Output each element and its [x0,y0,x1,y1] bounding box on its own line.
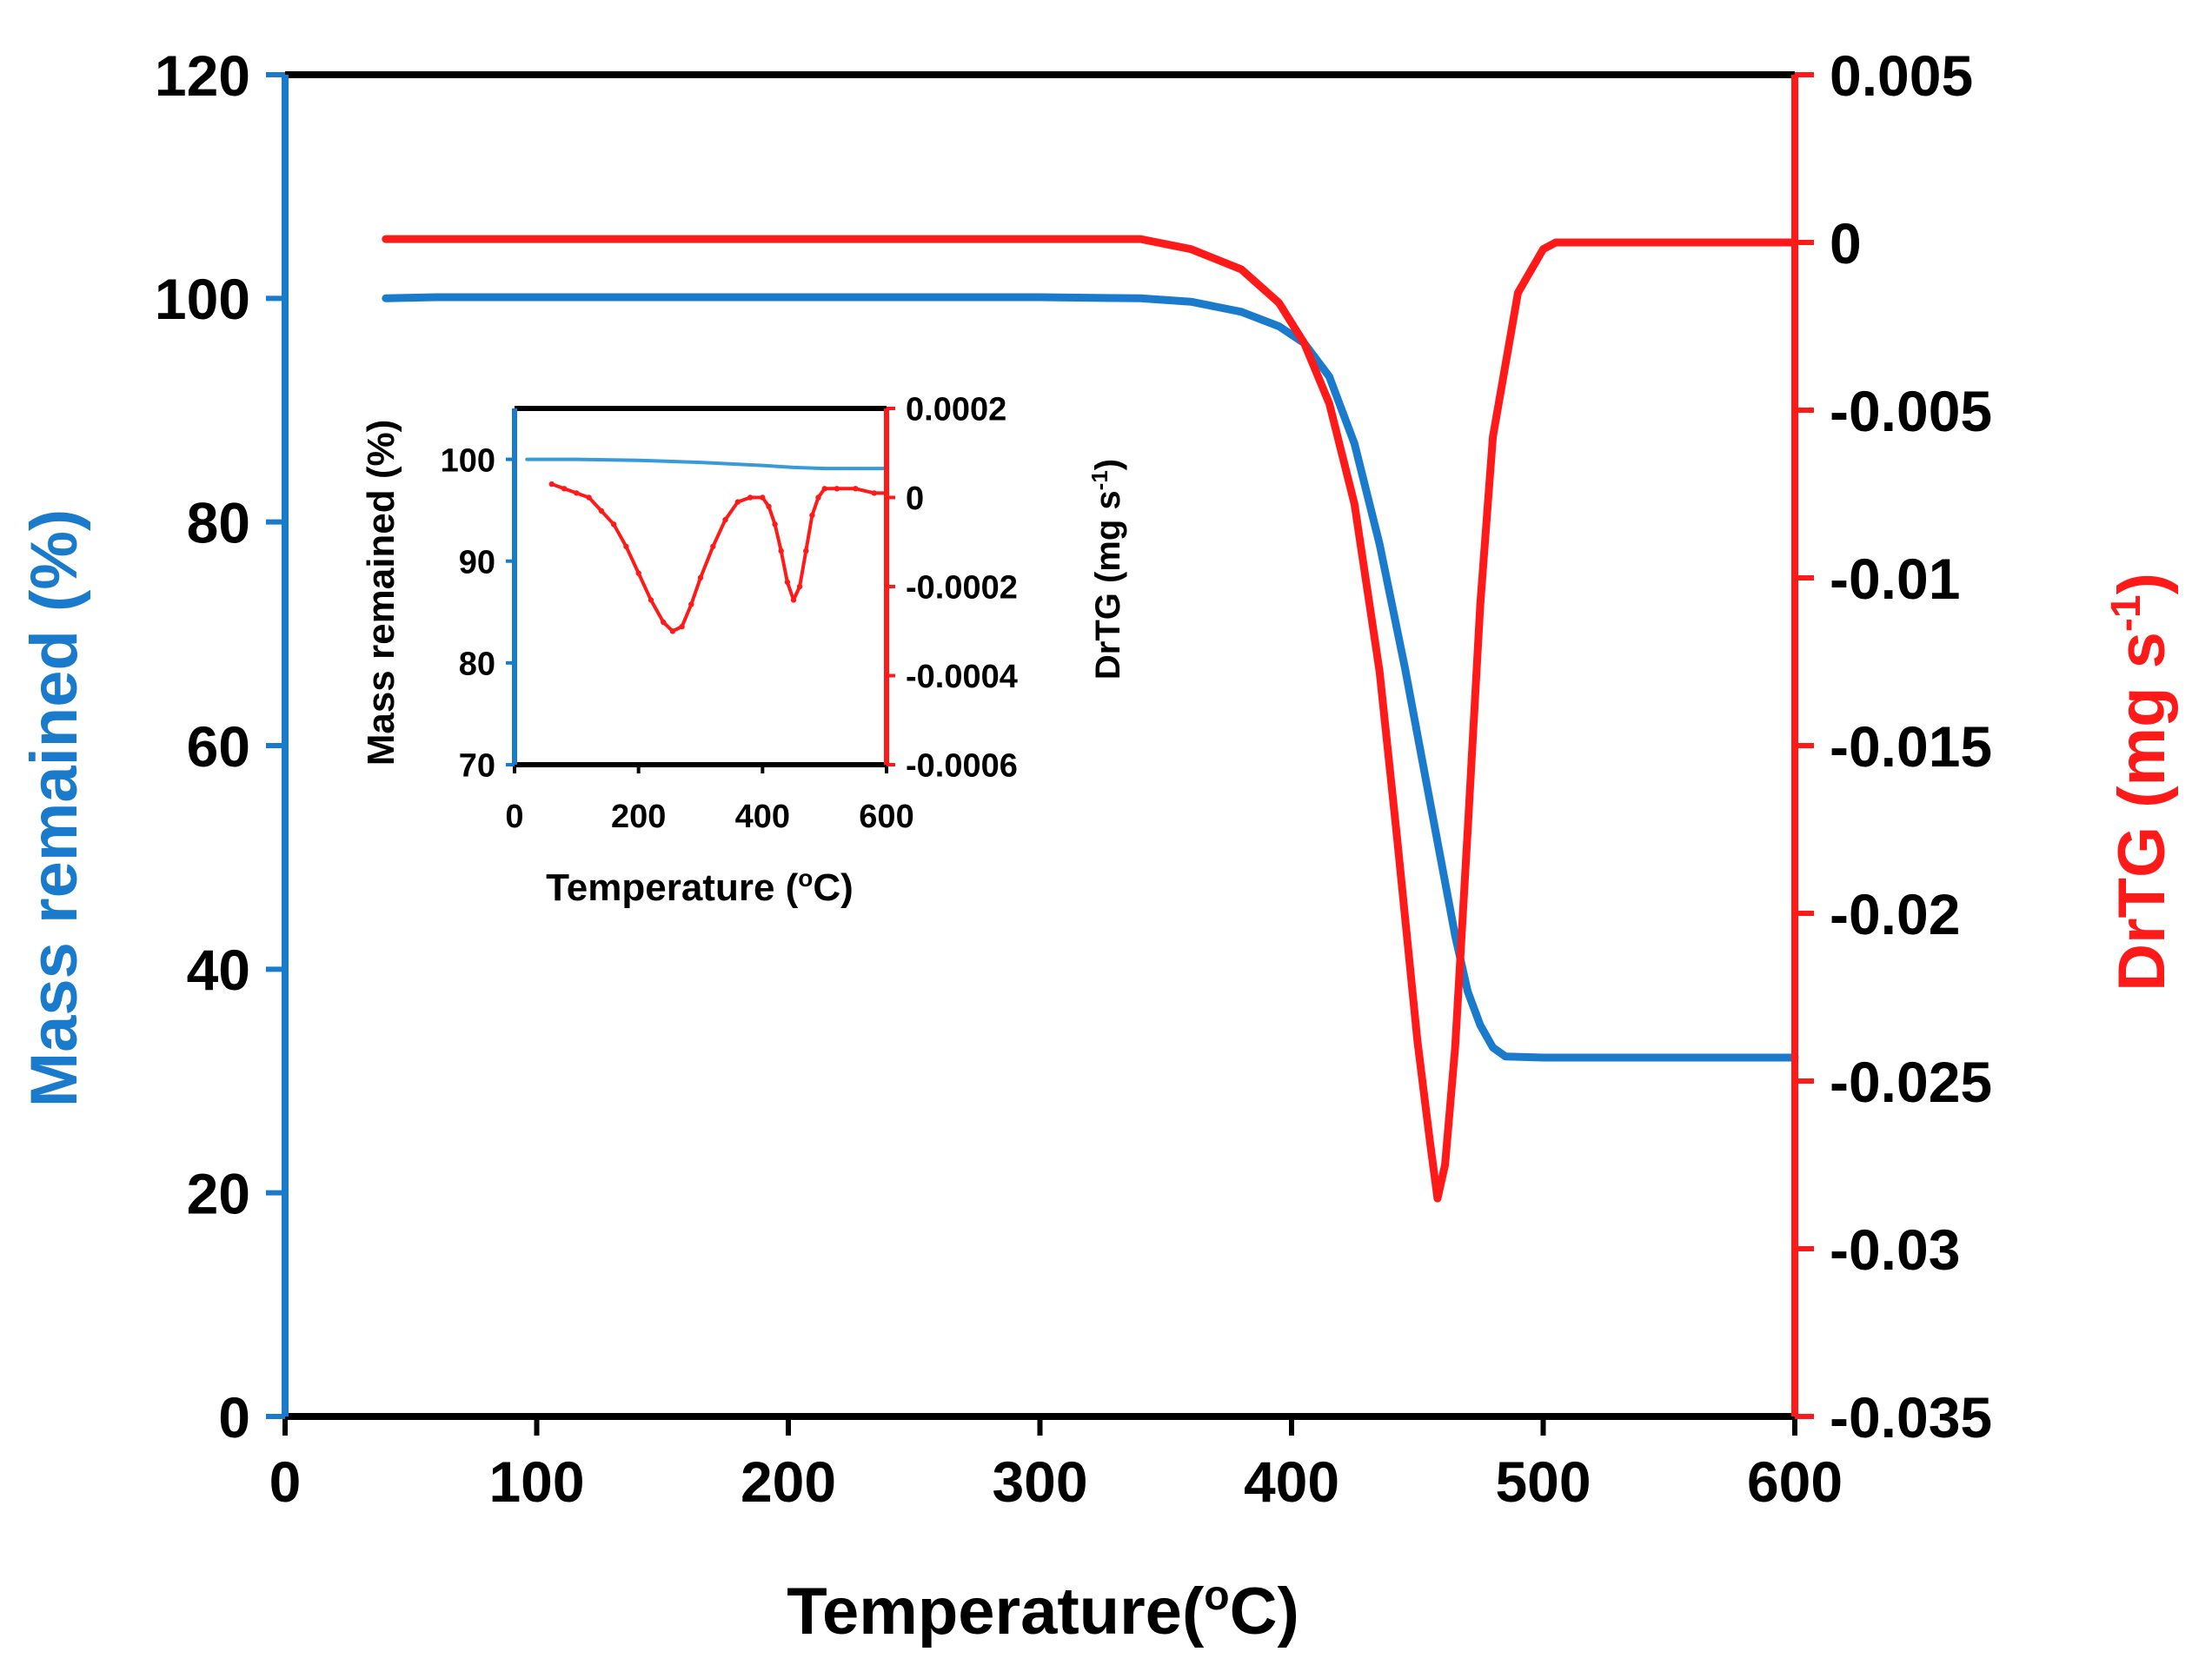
main-y-left-tick-label: 80 [187,490,250,554]
inset-drtg-point [661,619,667,626]
inset-drtg-point [648,597,654,603]
inset-y-left-tick-label: 100 [441,442,495,479]
inset-drtg-point [688,601,694,607]
inset-drtg-point [803,547,809,554]
main-y-right-tick-label: -0.025 [1830,1050,1992,1114]
main-y-left-axis-label: Mass remained (%) [17,509,91,1107]
inset-y-left-tick-label: 70 [459,748,495,785]
inset-drtg-point [809,512,815,519]
main-y-right-tick-label: 0.005 [1830,43,1973,108]
main-series-line-mass [382,293,1799,1062]
inset-drtg-point [623,543,629,550]
inset-drtg-point [722,516,728,523]
main-y-right-tick-label: 0 [1830,211,1862,275]
main-y-right-tick-label: -0.035 [1830,1385,1992,1449]
inset-x-tick-label: 0 [505,799,523,835]
inset-x-tick-label: 400 [735,799,790,835]
inset-y-right-tick-label: -0.0002 [906,570,1018,607]
inset-drtg-point [679,623,685,630]
main-y-left-tick-label: 40 [187,938,250,1002]
inset-plot: 0 200 400 600 70 80 90 100 -0.0006 -0.0004 -0.0002… [441,392,1018,835]
inset-axes-layer: 0 200 400 600 70 80 90 100 -0.0006 -0.0004 -0.0002… [441,392,1018,835]
inset-drtg-point [772,521,778,527]
main-x-tick-label: 500 [1495,1449,1591,1514]
inset-drtg-point [710,543,716,550]
inset-drtg-point [834,486,840,492]
main-x-tick-label: 300 [992,1449,1087,1514]
main-y-left-tick-label: 60 [187,714,250,779]
inset-drtg-point [734,499,741,505]
inset-drtg-point [586,494,592,501]
inset-drtg-point [610,521,617,527]
inset-series-line-mass [525,457,888,471]
inset-drtg-point [853,486,859,492]
main-y-right-tick-label: -0.03 [1830,1217,1960,1282]
inset-drtg-point [871,490,877,496]
inset-y-right-tick-label: 0.0002 [906,392,1006,428]
inset-drtg-point [561,486,568,492]
inset-drtg-point [548,481,555,488]
main-y-left-tick-label: 100 [155,267,250,331]
inset-drtg-point [760,494,766,501]
inset-series-layer [525,457,890,634]
inset-drtg-point [790,597,797,603]
main-y-right-tick-label: -0.01 [1830,547,1960,611]
inset-y-left-axis-label: Mass remained (%) [360,420,402,766]
inset-drtg-point [747,494,754,501]
inset-drtg-point [697,574,704,580]
inset-drtg-point [635,570,641,576]
inset-drtg-point [796,583,803,590]
inset-y-right-tick-label: -0.0004 [906,659,1018,695]
inset-y-right-axis-label: DrTG (mg s-1) [1086,459,1127,680]
inset-y-left-tick-label: 90 [459,544,495,580]
inset-drtg-point [669,628,676,634]
main-series-layer [382,235,1799,1203]
inset-drtg-point [778,547,784,554]
main-series-line-drtg [382,235,1799,1203]
main-y-left-tick-label: 120 [155,43,250,108]
inset-drtg-point [821,486,827,492]
main-y-left-tick-label: 20 [187,1161,250,1225]
inset-y-right-tick-label: -0.0006 [906,748,1018,785]
main-y-right-axis-label: DrTG (mg s-1) [2103,573,2179,992]
inset-drtg-point [815,494,821,501]
main-x-tick-label: 0 [269,1449,302,1514]
main-x-tick-label: 100 [488,1449,584,1514]
inset-y-right-tick-label: 0 [906,481,924,517]
inset-drtg-point [766,503,772,509]
inset-x-axis-label: Temperature (oC) [546,865,854,909]
inset-drtg-point [574,490,580,496]
main-x-tick-label: 600 [1747,1449,1843,1514]
inset-drtg-point [784,579,791,586]
main-y-right-tick-label: -0.015 [1830,714,1992,779]
main-plot: 0 100 200 300 400 500 600 0 20 40 60 80 100 120 -0.035… [155,43,1992,1514]
main-axes-layer: 0 100 200 300 400 500 600 0 20 40 60 80 100 120 -0.035… [155,43,1992,1514]
main-x-tick-label: 400 [1244,1449,1339,1514]
inset-drtg-point [598,507,605,514]
main-y-right-tick-label: -0.02 [1830,882,1960,946]
inset-y-left-tick-label: 80 [459,647,495,683]
main-x-tick-label: 200 [741,1449,836,1514]
inset-x-tick-label: 600 [859,799,913,835]
inset-x-tick-label: 200 [611,799,666,835]
main-y-left-tick-label: 0 [218,1385,250,1449]
main-y-right-tick-label: -0.005 [1830,379,1992,443]
main-x-axis-label: Temperature(oC) [787,1573,1299,1648]
